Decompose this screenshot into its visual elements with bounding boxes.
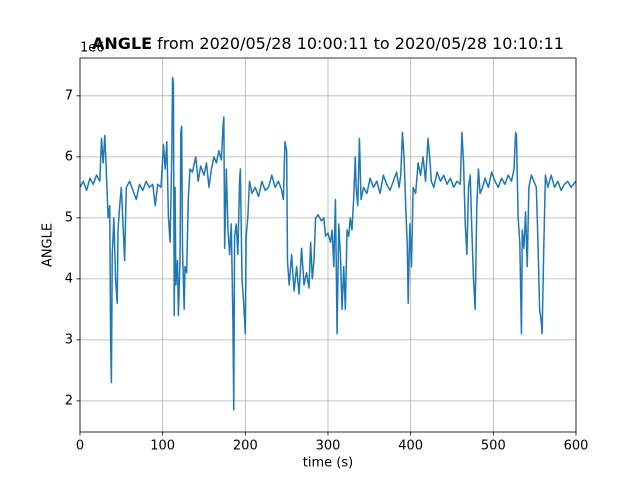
x-tick-label: 500 (481, 439, 506, 454)
data-line (80, 76, 576, 411)
x-tick-label: 0 (76, 439, 84, 454)
y-tick-label: 3 (65, 332, 73, 347)
y-tick-label: 4 (65, 271, 73, 286)
x-axis-label: time (s) (303, 456, 353, 471)
chart-title: ANGLE from 2020/05/28 10:00:11 to 2020/05… (92, 34, 564, 53)
x-tick-label: 600 (564, 439, 589, 454)
title-bold: ANGLE (92, 34, 152, 53)
title-rest: from 2020/05/28 10:00:11 to 2020/05/28 1… (157, 34, 564, 53)
y-offset-label: 1e6 (80, 41, 105, 56)
x-tick-label: 100 (150, 439, 175, 454)
y-tick-label: 2 (65, 393, 73, 408)
x-tick-label: 400 (398, 439, 423, 454)
y-axis-label: ANGLE (41, 223, 56, 267)
x-tick-label: 200 (233, 439, 258, 454)
plot-area (80, 76, 576, 411)
y-tick-label: 6 (65, 149, 73, 164)
y-tick-label: 5 (65, 210, 73, 225)
x-tick-label: 300 (316, 439, 341, 454)
ticks: 0 100 200 300 400 500 600 2 3 4 5 6 7 (65, 88, 589, 453)
grid (79, 58, 577, 432)
y-tick-label: 7 (65, 88, 73, 103)
